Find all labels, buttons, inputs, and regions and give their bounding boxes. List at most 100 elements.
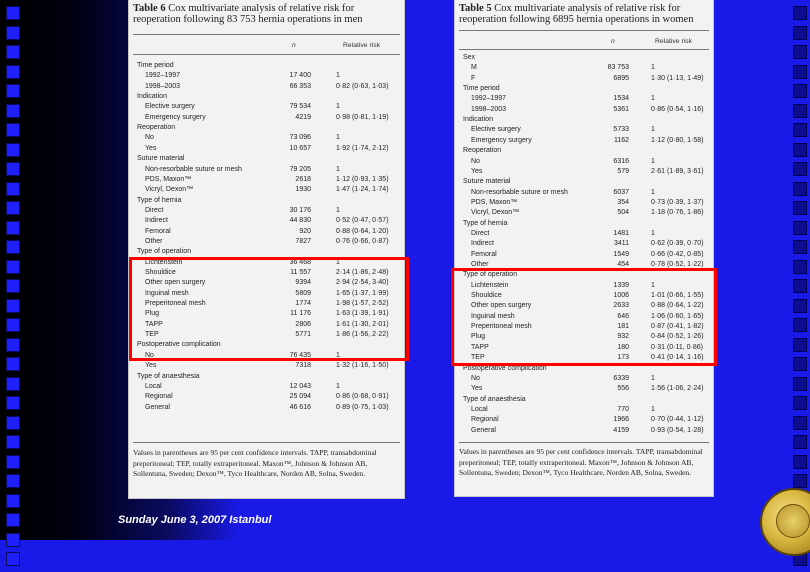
row-label: TAPP [471, 343, 489, 351]
row-label: Suture material [137, 155, 185, 163]
row-relative-risk: 1 [336, 165, 340, 173]
table-row: Elective surgery 79 534 1 [129, 102, 404, 112]
row-relative-risk: 2·61 (1·89, 3·61) [651, 167, 704, 175]
row-label: Yes [145, 144, 157, 152]
row-label: Postoperative complication [463, 364, 547, 372]
row-label: Type of hernia [137, 196, 182, 204]
table-section-row: Time period [455, 84, 713, 94]
table-row: TEP 5771 1·86 (1·56, 2·22) [129, 330, 404, 340]
table-row: Other open surgery 2633 0·88 (0·64, 1·22) [455, 301, 713, 311]
row-label: Indication [463, 116, 493, 124]
decor-square [6, 435, 20, 449]
row-label: Direct [145, 206, 164, 214]
row-relative-risk: 1 [651, 374, 655, 382]
row-label: TAPP [145, 320, 163, 328]
row-count: 76 435 [289, 351, 311, 359]
decor-square [793, 123, 807, 137]
table-row: Vicryl, Dexon™ 1930 1·47 (1·24, 1·74) [129, 185, 404, 195]
table-section-row: Type of operation [455, 270, 713, 280]
table-row: PDS, Maxon™ 354 0·73 (0·39, 1·37) [455, 198, 713, 208]
row-label: No [145, 351, 154, 359]
table-section-row: Postoperative complication [129, 340, 404, 350]
row-label: No [471, 374, 480, 382]
row-label: PDS, Maxon™ [145, 175, 192, 183]
row-count: 36 468 [289, 258, 311, 266]
decor-square [6, 474, 20, 488]
row-count: 1481 [613, 229, 629, 237]
table-row: Regional 25 094 0·86 (0·68, 0·91) [129, 392, 404, 402]
row-count: 1162 [613, 136, 629, 144]
table-row: TAPP 2806 1·61 (1·30, 2·01) [129, 320, 404, 330]
table-row: No 6339 1 [455, 374, 713, 384]
decor-square [793, 181, 807, 196]
row-count: 6316 [613, 157, 629, 165]
row-relative-risk: 0·70 (0·44, 1·12) [651, 416, 704, 424]
table-row: Other 7827 0·76 (0·66, 0·87) [129, 237, 404, 247]
row-label: Indirect [471, 240, 494, 248]
decor-square [6, 240, 20, 254]
decor-square [793, 318, 807, 332]
row-relative-risk: 1 [651, 188, 655, 196]
row-relative-risk: 0·86 (0·68, 0·91) [336, 393, 389, 401]
row-count: 2618 [295, 175, 311, 183]
row-count: 12 043 [289, 382, 311, 390]
row-label: 1992–1997 [145, 72, 181, 80]
decor-square [793, 298, 807, 313]
row-count: 66 353 [289, 82, 311, 90]
row-relative-risk: 0·78 (0·52, 1·22) [651, 261, 704, 268]
table-row: Non-resorbable suture or mesh 6037 1 [455, 188, 713, 198]
table6-col-rr-header: Relative risk [343, 42, 381, 49]
table-row: Yes 7318 1·32 (1·16, 1·50) [129, 361, 404, 371]
row-count: 1549 [613, 250, 629, 258]
row-relative-risk: 1 [651, 281, 655, 289]
row-count: 9394 [295, 279, 311, 287]
row-label: Preperitoneal mesh [145, 300, 206, 308]
table6-footnote: Values in parentheses are 95 per cent co… [133, 448, 377, 478]
row-relative-risk: 1 [336, 206, 340, 214]
row-relative-risk: 1·18 (0·76, 1·86) [651, 209, 704, 217]
row-label: Emergency surgery [471, 136, 532, 144]
row-relative-risk: 0·98 (0·81, 1·19) [336, 113, 389, 121]
row-label: Indication [137, 93, 167, 101]
row-relative-risk: 1·12 (0·80, 1·58) [651, 136, 704, 144]
table6-operation-highlight-box [129, 257, 409, 361]
row-count: 7318 [295, 362, 311, 370]
row-count: 10 657 [289, 144, 311, 152]
row-relative-risk: 0·31 (0·11, 0·86) [651, 343, 704, 351]
left-square-column [6, 6, 20, 572]
row-relative-risk: 1 [651, 95, 655, 103]
table-row: 1998–2003 66 353 0·82 (0·63, 1·03) [129, 82, 404, 92]
row-count: 30 176 [289, 206, 311, 214]
row-label: Local [471, 405, 488, 413]
decor-square [6, 298, 20, 313]
table-row: Emergency surgery 4219 0·98 (0·81, 1·19) [129, 113, 404, 123]
row-relative-risk: 0·76 (0·66, 0·87) [336, 237, 389, 245]
decor-square [793, 6, 807, 20]
row-relative-risk: 1 [651, 405, 655, 413]
decor-square [6, 220, 20, 235]
row-count: 3411 [613, 240, 629, 248]
row-count: 7827 [295, 237, 311, 245]
table-row: Shouldice 11 557 2·14 (1·86, 2·48) [129, 268, 404, 278]
row-label: Sex [463, 54, 476, 61]
row-relative-risk: 2·94 (2·54, 3·40) [336, 279, 389, 287]
table-row: Lichtenstein 36 468 1 [129, 258, 404, 268]
table5-operation-highlight-box [451, 268, 717, 366]
decor-square [6, 318, 20, 332]
table-section-row: Suture material [129, 154, 404, 164]
row-relative-risk: 1 [651, 229, 655, 237]
row-count: 73 096 [289, 134, 311, 142]
table-row: F 6895 1·30 (1·13, 1·49) [455, 74, 713, 84]
row-label: PDS, Maxon™ [471, 198, 518, 206]
table-row: Plug 932 0·84 (0·52, 1·26) [455, 332, 713, 342]
row-label: Inguinal mesh [145, 289, 189, 297]
row-count: 2806 [295, 320, 311, 328]
table5-col-rr-header: Relative risk [655, 38, 693, 45]
table-row: Femoral 1549 0·66 (0·42, 0·85) [455, 250, 713, 260]
table-section-row: Sex [455, 53, 713, 63]
row-count: 6895 [613, 74, 629, 82]
row-label: General [145, 403, 170, 411]
row-label: Type of anaesthesia [137, 372, 200, 380]
decor-square [6, 64, 20, 79]
table6-title: Table 6 Cox multivariate analysis of rel… [129, 0, 404, 25]
